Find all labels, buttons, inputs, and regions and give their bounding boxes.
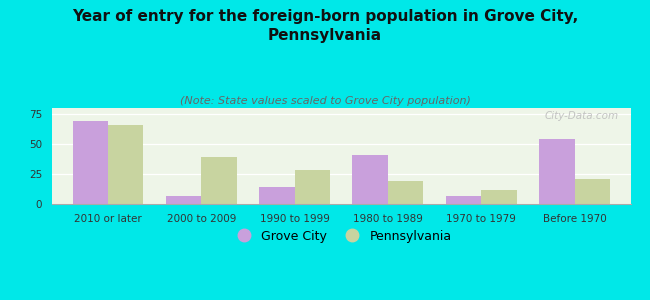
Bar: [446, 196, 481, 204]
Bar: [539, 139, 575, 204]
Bar: [481, 190, 517, 204]
Bar: [388, 181, 423, 204]
Bar: [294, 170, 330, 204]
Text: City-Data.com: City-Data.com: [545, 111, 619, 121]
Bar: [166, 196, 202, 204]
Text: Year of entry for the foreign-born population in Grove City,
Pennsylvania: Year of entry for the foreign-born popul…: [72, 9, 578, 43]
Text: (Note: State values scaled to Grove City population): (Note: State values scaled to Grove City…: [179, 96, 471, 106]
Bar: [73, 121, 108, 204]
Bar: [108, 125, 144, 204]
Bar: [259, 187, 294, 204]
Bar: [202, 157, 237, 204]
Bar: [352, 155, 388, 204]
Legend: Grove City, Pennsylvania: Grove City, Pennsylvania: [226, 225, 456, 248]
Bar: [575, 179, 610, 204]
